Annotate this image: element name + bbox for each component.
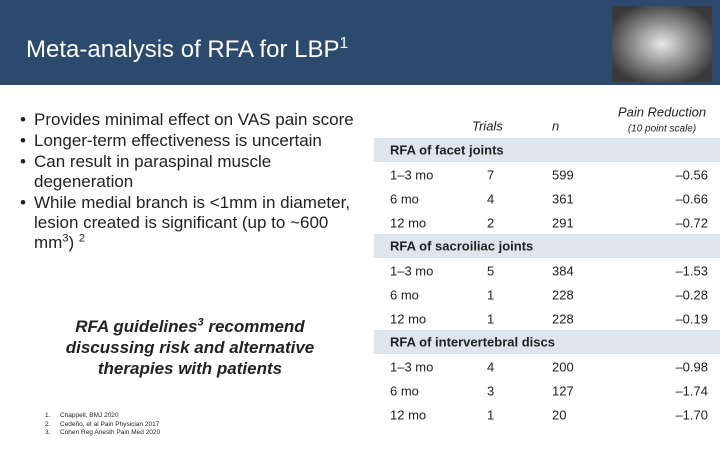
column-header: Pain Reduction	[617, 104, 707, 120]
pain-reduction: –0.28	[675, 287, 708, 303]
reference-number: 2.	[45, 420, 51, 428]
reference-text: Chappell, BMJ 2020	[60, 412, 119, 419]
period: 6 mo	[390, 287, 419, 303]
xray-image	[612, 6, 712, 82]
bullet: Longer-term effectiveness is uncertain	[20, 131, 360, 151]
trials: 4	[487, 359, 495, 375]
period: 6 mo	[390, 191, 419, 207]
section-title: RFA of sacroiliac joints	[390, 238, 534, 254]
n: 228	[552, 287, 574, 303]
trials: 1	[487, 407, 495, 423]
n: 127	[552, 383, 574, 399]
trials: 2	[487, 215, 495, 231]
column-header: (10 point scale)	[627, 123, 697, 135]
n: 20	[552, 407, 567, 423]
reference-text: Cohen Reg Anesth Pain Med 2020	[60, 429, 161, 436]
trials: 4	[487, 191, 495, 207]
section-title: RFA of intervertebral discs	[390, 334, 555, 350]
trials: 1	[487, 287, 495, 303]
period: 12 mo	[390, 215, 427, 231]
pain-reduction: –0.72	[675, 215, 708, 231]
superscript: 2	[78, 232, 86, 245]
section-band	[374, 330, 720, 354]
reference-text: Cedeño, et al Pain Physician 2017	[60, 420, 160, 428]
trials: 7	[487, 167, 495, 183]
n: 200	[552, 359, 574, 375]
text: While medial branch is <1mm in diameter,…	[34, 193, 351, 252]
trials: 5	[487, 263, 495, 279]
pain-reduction: –1.53	[675, 263, 708, 279]
pain-reduction: –0.98	[675, 359, 708, 375]
text: Meta-analysis of RFA for LBP	[26, 36, 340, 63]
pain-reduction: –1.70	[675, 407, 708, 423]
superscript: 3	[62, 232, 69, 245]
text: recommend discussing risk and alternativ…	[65, 317, 315, 378]
text: Longer-term effectiveness is uncertain	[34, 131, 322, 150]
period: 1–3 mo	[390, 359, 434, 375]
n: 361	[552, 191, 574, 207]
period: 1–3 mo	[390, 167, 434, 183]
superscript: 3	[197, 316, 204, 329]
bullet-list: Provides minimal effect on VAS pain scor…	[20, 110, 360, 254]
period: 1–3 mo	[390, 263, 434, 279]
text: Can result in paraspinal muscle degenera…	[34, 152, 272, 191]
pain-reduction: –1.74	[675, 383, 708, 399]
guideline-note: RFA guidelines3 recommend discussing ris…	[40, 316, 340, 379]
reference-number: 3.	[45, 429, 51, 436]
bullet: While medial branch is <1mm in diameter,…	[20, 193, 360, 253]
trials: 1	[487, 311, 495, 327]
reference: 3. Cohen Reg Anesth Pain Med 2020	[45, 429, 160, 438]
n: 228	[552, 311, 574, 327]
reference: 1. Chappell, BMJ 2020	[45, 412, 160, 421]
text: RFA guidelines	[75, 317, 198, 336]
pain-reduction: –0.19	[675, 311, 708, 327]
text: )	[68, 233, 79, 252]
reference: 2. Cedeño, et al Pain Physician 2017	[45, 421, 160, 430]
column-header: Trials	[472, 118, 503, 134]
bullet: Provides minimal effect on VAS pain scor…	[20, 110, 360, 130]
header-bar	[0, 0, 720, 85]
section-title: RFA of facet joints	[390, 142, 504, 158]
trials: 3	[487, 383, 495, 399]
pain-reduction: –0.56	[675, 167, 708, 183]
column-header: n	[552, 118, 560, 134]
n: 599	[552, 167, 574, 183]
text: Provides minimal effect on VAS pain scor…	[34, 110, 354, 129]
section-band	[374, 234, 720, 258]
bullet: Can result in paraspinal muscle degenera…	[20, 152, 360, 192]
slide-title: Meta-analysis of RFA for LBP1	[26, 36, 348, 64]
n: 291	[552, 215, 574, 231]
period: 12 mo	[390, 407, 427, 423]
period: 6 mo	[390, 383, 419, 399]
references: 1. Chappell, BMJ 2020 2. Cedeño, et al Pain…	[45, 412, 160, 438]
period: 12 mo	[390, 311, 427, 327]
reference-number: 1.	[45, 412, 51, 419]
n: 384	[552, 263, 574, 279]
pain-reduction: –0.66	[675, 191, 708, 207]
section-band	[374, 138, 720, 162]
superscript: 1	[339, 35, 349, 52]
